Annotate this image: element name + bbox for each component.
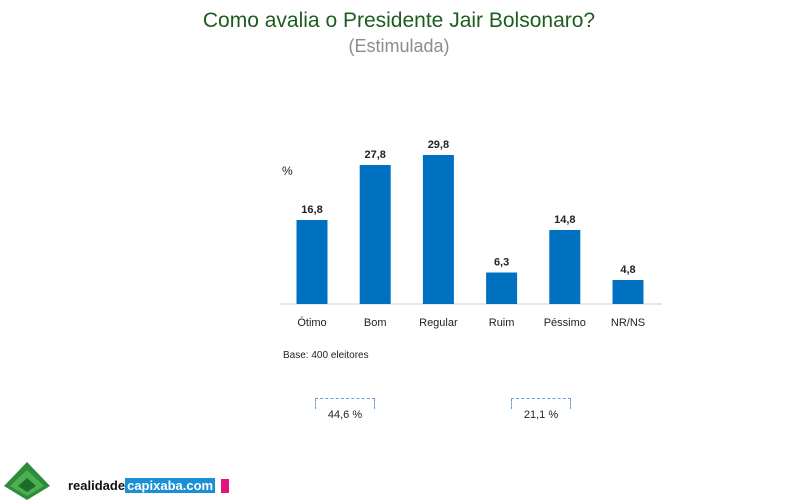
bar-5	[612, 280, 644, 304]
category-label-1: Bom	[364, 317, 387, 329]
bar-2	[422, 155, 454, 304]
category-label-5: NR/NS	[611, 317, 645, 329]
chart-subtitle: (Estimulada)	[348, 36, 450, 56]
bar-value-label-4: 14,8	[554, 214, 575, 226]
category-label-4: Péssimo	[544, 317, 586, 329]
brand-accent-mark	[221, 478, 230, 493]
bar-value-label-0: 16,8	[301, 204, 322, 216]
bar-value-label-2: 29,8	[428, 139, 449, 151]
unit-label: %	[282, 164, 293, 178]
brand-name-part1: realidade	[68, 478, 126, 493]
bar-value-label-5: 4,8	[620, 264, 635, 276]
base-note: Base: 400 eleitores	[283, 350, 369, 361]
bar-1	[359, 165, 391, 304]
brand-name-part2: capixaba.com	[125, 478, 216, 493]
category-label-2: Regular	[419, 317, 458, 329]
category-label-0: Ótimo	[297, 316, 326, 329]
bar-3	[486, 272, 518, 304]
positive-group-bracket: 44,6 %	[315, 398, 375, 421]
positive-group-total: 44,6 %	[327, 409, 363, 421]
chart-title: Como avalia o Presidente Jair Bolsonaro?	[202, 9, 596, 32]
bar-value-label-3: 6,3	[494, 257, 509, 269]
brand-logo-icon	[4, 462, 50, 500]
negative-group-total: 21,1 %	[523, 409, 559, 421]
bar-4	[549, 230, 581, 304]
bar-0	[296, 220, 328, 304]
brand-wordmark: realidade capixaba.com	[68, 478, 230, 493]
bar-value-label-1: 27,8	[364, 149, 385, 161]
category-label-3: Ruim	[489, 317, 515, 329]
negative-group-bracket: 21,1 %	[511, 398, 571, 421]
